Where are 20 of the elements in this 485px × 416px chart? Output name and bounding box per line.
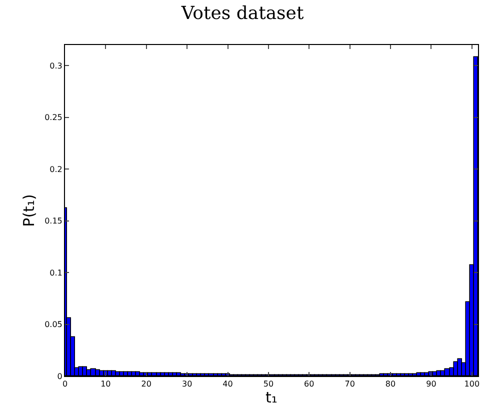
x-tick-label: 70 bbox=[344, 380, 355, 389]
y-tick-label: 0.2 bbox=[50, 164, 62, 174]
x-tick-label: 100 bbox=[464, 380, 480, 389]
y-axis-title: P(t₁) bbox=[20, 194, 38, 227]
y-tick-label: 0.1 bbox=[50, 268, 62, 278]
chart-title: Votes dataset bbox=[180, 2, 304, 24]
x-tick-label: 50 bbox=[263, 380, 274, 389]
x-axis-title: t₁ bbox=[266, 388, 278, 407]
x-tick-label: 20 bbox=[141, 380, 152, 389]
y-tick-label: 0.05 bbox=[44, 320, 62, 330]
x-tick-label: 10 bbox=[100, 380, 111, 389]
y-tick-label: 0.25 bbox=[44, 113, 62, 122]
x-tick-label: 30 bbox=[182, 380, 192, 389]
y-tick-label: 0.3 bbox=[50, 61, 62, 70]
x-tick-label: 40 bbox=[222, 380, 233, 389]
y-tick-label: 0.15 bbox=[44, 216, 62, 226]
x-tick-label: 60 bbox=[304, 380, 314, 389]
x-tick-label: 80 bbox=[385, 380, 396, 389]
x-tick-label: 90 bbox=[426, 380, 436, 389]
y-tick-label: 0 bbox=[57, 372, 62, 381]
